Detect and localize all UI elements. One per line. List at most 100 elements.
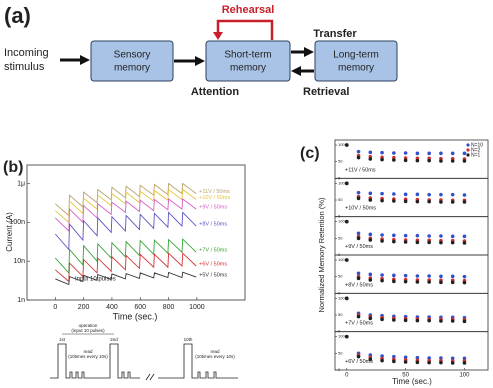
data-point [415, 318, 420, 323]
data-point [356, 354, 361, 359]
node-box [314, 40, 398, 82]
data-point [392, 354, 396, 359]
legend-marker [466, 148, 470, 152]
data-point [344, 219, 349, 224]
data-point [427, 158, 431, 163]
y-tick-label: 50 [338, 274, 343, 279]
data-point [356, 190, 361, 195]
data-point [462, 159, 467, 163]
y-tick-label: 10n [13, 258, 25, 265]
series-line [55, 252, 197, 283]
data-point [439, 192, 443, 197]
data-point [368, 150, 373, 155]
pulse-label: (10times every 10s) [68, 354, 108, 359]
data-point [462, 200, 467, 204]
node-label: Sensory [114, 50, 151, 61]
data-point [450, 200, 455, 204]
data-point [427, 318, 431, 323]
legend-label: N=10 [471, 142, 483, 148]
data-point [462, 151, 467, 156]
data-point [356, 271, 361, 276]
data-point [439, 356, 443, 360]
series-line [54, 211, 197, 251]
node-label: Long-term [333, 50, 379, 61]
y-tick-label: 100 [338, 257, 345, 262]
data-point [450, 240, 455, 245]
series-line [54, 238, 197, 275]
legend-label: N=1 [471, 152, 481, 158]
data-point [427, 192, 431, 197]
pulse-label: read [210, 349, 220, 354]
data-point [439, 274, 443, 279]
data-point [380, 317, 384, 322]
data-point [415, 192, 420, 197]
data-point [427, 280, 431, 284]
x-tick-label: 400 [106, 304, 118, 311]
data-point [462, 361, 467, 365]
data-point [439, 200, 443, 204]
legend-label: N=2 [471, 147, 481, 153]
data-point [356, 314, 361, 319]
data-point [403, 279, 408, 284]
x-tick-label: 200 [78, 304, 90, 311]
data-point [380, 273, 384, 277]
panel-condition: +9V / 50ms [345, 244, 373, 250]
x-axis-label: Time (sec.) [392, 377, 432, 386]
data-point [344, 258, 349, 262]
panel-a: (a) Incoming stimulus Sensory memory Sho… [4, 3, 398, 98]
edge-label: Transfer [313, 28, 357, 40]
panel-label: (a) [4, 3, 31, 28]
data-point [380, 233, 384, 237]
data-point [344, 334, 349, 339]
legend-marker [466, 143, 470, 147]
data-point [427, 356, 431, 360]
arrow-head [80, 55, 90, 65]
data-point [415, 360, 420, 365]
data-point [392, 279, 396, 284]
panel-condition: +6V / 50ms [345, 359, 373, 365]
panel-condition: +8V / 50ms [345, 282, 373, 288]
data-point [380, 157, 384, 162]
data-point [344, 181, 349, 186]
data-point [356, 196, 361, 201]
y-tick-label: 100n [9, 219, 25, 226]
pulse-label: (input 10 pulses) [71, 328, 105, 333]
pulse-label: read [83, 349, 93, 354]
data-point [415, 233, 420, 238]
data-point [380, 354, 384, 358]
y-tick-label: 100 [338, 142, 345, 147]
x-axis-label: Time (sec.) [113, 311, 158, 321]
x-tick-label: 100 [459, 373, 470, 379]
series-line [55, 271, 197, 286]
data-point [450, 280, 455, 285]
data-point [450, 319, 455, 323]
data-point [344, 143, 349, 147]
data-point [403, 318, 408, 323]
data-point [439, 240, 443, 245]
data-point [356, 155, 361, 160]
data-point [380, 239, 384, 243]
panel-label: (b) [3, 159, 23, 176]
node-box [90, 40, 174, 82]
data-point [403, 158, 408, 163]
data-point [462, 234, 467, 239]
data-point [356, 149, 361, 154]
series-label: +6V / 50ms [199, 261, 227, 267]
data-point [415, 151, 420, 156]
node-label: memory [230, 63, 266, 74]
arrow-head [213, 32, 223, 40]
panel-condition: +11V / 50ms [345, 167, 376, 173]
data-point [368, 357, 373, 362]
series-label: +5V / 50ms [199, 273, 227, 279]
data-point [380, 358, 384, 363]
y-tick-label: 0 [338, 367, 341, 372]
x-tick-label: 50 [402, 373, 409, 379]
data-point [403, 192, 408, 197]
node-label: Short-term [224, 50, 271, 61]
data-point [439, 151, 443, 156]
arrow-head [304, 47, 314, 57]
series-label: +11V / 50ms [199, 189, 230, 195]
data-point [368, 198, 373, 202]
y-tick-label: 0 [338, 252, 341, 257]
